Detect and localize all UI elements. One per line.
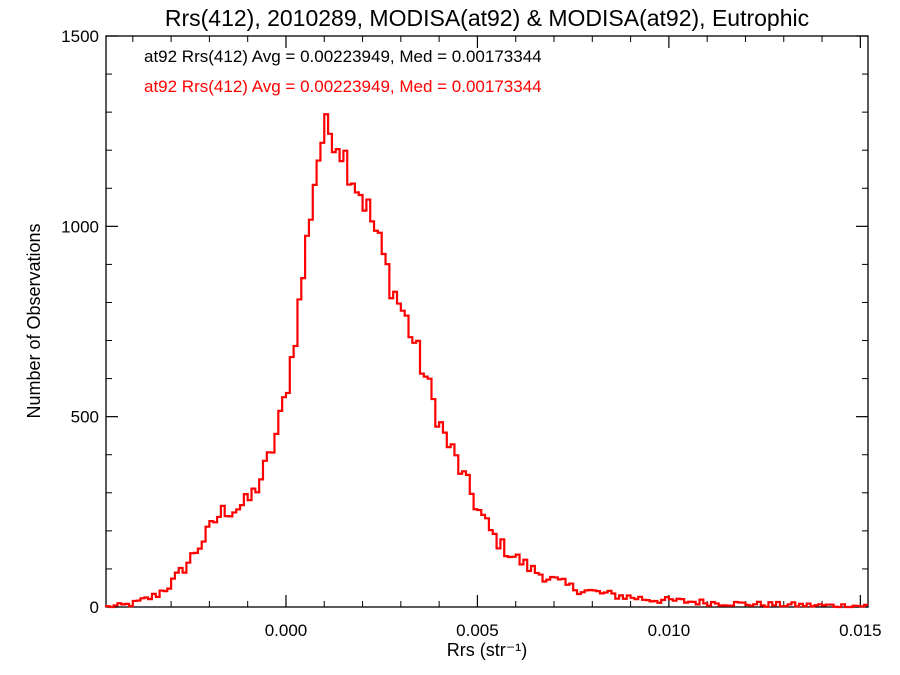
y-axis: 0 500 1000 1500 — [61, 27, 868, 617]
x-tick-label: 0.015 — [839, 621, 882, 640]
histogram-step-line — [104, 113, 868, 609]
x-tick-label: 0.005 — [456, 621, 499, 640]
y-tick-label: 1500 — [61, 27, 99, 46]
plot-area-border — [105, 35, 869, 608]
x-tick-label: 0.010 — [648, 621, 691, 640]
histogram-series — [104, 113, 868, 609]
y-tick-label: 500 — [71, 408, 99, 427]
y-tick-label: 0 — [90, 598, 99, 617]
annotation-red: at92 Rrs(412) Avg = 0.00223949, Med = 0.… — [144, 77, 542, 96]
y-axis-label: Number of Observations — [24, 223, 44, 418]
y-tick-label: 1000 — [61, 217, 99, 236]
x-axis-label: Rrs (str⁻¹) — [447, 640, 527, 660]
chart-title: Rrs(412), 2010289, MODISA(at92) & MODISA… — [165, 5, 809, 31]
plot-frame — [105, 35, 869, 608]
annotation-black: at92 Rrs(412) Avg = 0.00223949, Med = 0.… — [144, 47, 542, 66]
x-tick-label: 0.000 — [265, 621, 308, 640]
